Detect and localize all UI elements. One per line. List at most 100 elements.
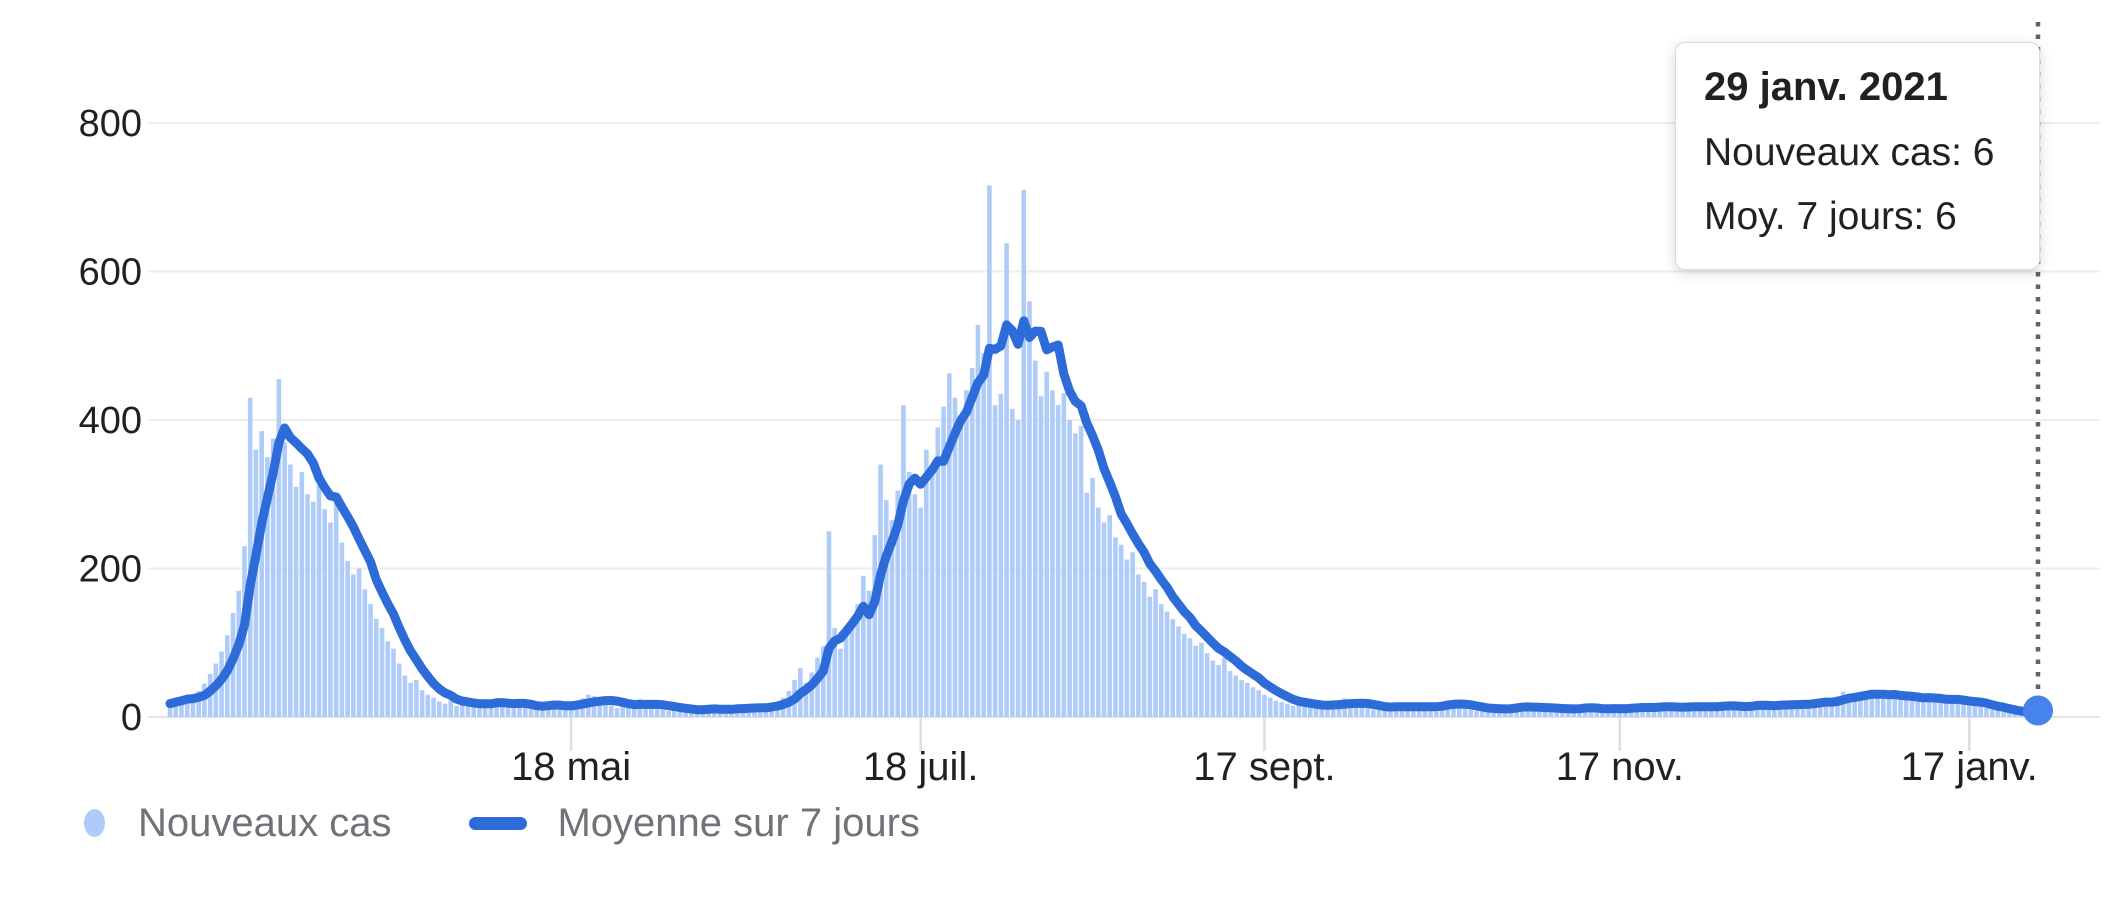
bar-day-183[interactable] [1216,665,1221,717]
bar-day-263[interactable] [1674,708,1680,717]
bar-day-282[interactable] [1783,703,1789,717]
bar-day-36[interactable] [373,618,379,717]
bar-day-175[interactable] [1170,618,1176,717]
bar-day-160[interactable] [1084,492,1090,717]
bar-day-39[interactable] [391,648,396,717]
bar-day-208[interactable] [1359,706,1365,717]
bar-day-203[interactable] [1330,703,1336,717]
bar-day-308[interactable] [1932,699,1938,717]
bar-day-304[interactable] [1909,697,1915,717]
bar-day-315[interactable] [1972,703,1978,717]
bar-day-40[interactable] [396,663,402,717]
bar-day-151[interactable] [1032,360,1038,717]
bar-day-218[interactable] [1416,708,1422,717]
bar-day-138[interactable] [958,418,964,717]
bar-day-84[interactable] [649,705,654,717]
bar-day-300[interactable] [1886,698,1892,717]
bar-day-259[interactable] [1651,708,1657,717]
bar-day-85[interactable] [654,708,660,717]
bar-day-64[interactable] [534,708,540,717]
bar-day-305[interactable] [1915,700,1920,717]
bar-day-30[interactable] [339,542,345,717]
bar-day-230[interactable] [1485,708,1491,717]
bar-day-140[interactable] [969,368,975,717]
bar-day-248[interactable] [1588,708,1594,717]
bar-day-44[interactable] [419,690,425,717]
bar-day-32[interactable] [351,574,356,717]
bar-day-118[interactable] [843,635,849,717]
bar-day-288[interactable] [1817,700,1823,717]
bar-day-162[interactable] [1095,507,1101,717]
bar-day-135[interactable] [941,406,946,717]
bar-day-225[interactable] [1456,705,1462,717]
bar-day-257[interactable] [1640,708,1645,717]
bar-day-31[interactable] [345,561,350,717]
bar-day-115[interactable] [826,531,832,717]
bar-day-270[interactable] [1714,708,1720,717]
bar-day-52[interactable] [465,701,471,717]
bar-day-20[interactable] [282,442,287,717]
bar-day-299[interactable] [1880,691,1886,717]
bar-day-240[interactable] [1542,711,1548,717]
bar-day-199[interactable] [1307,705,1313,717]
bar-day-211[interactable] [1376,708,1382,717]
bar-day-98[interactable] [729,711,734,717]
bar-day-190[interactable] [1256,690,1262,717]
bar-day-90[interactable] [683,709,689,717]
bar-day-238[interactable] [1531,708,1537,717]
bar-day-143[interactable] [987,185,992,717]
bar-day-128[interactable] [901,405,906,717]
bar-day-241[interactable] [1548,709,1554,717]
bar-day-113[interactable] [815,657,820,717]
bar-day-216[interactable] [1405,708,1410,717]
bar-day-141[interactable] [975,324,981,717]
bar-day-2[interactable] [179,697,184,717]
bar-day-306[interactable] [1921,698,1926,717]
bar-day-147[interactable] [1010,408,1015,717]
bar-day-239[interactable] [1537,709,1542,717]
bar-day-134[interactable] [935,427,941,717]
bar-day-279[interactable] [1766,706,1771,717]
bar-day-155[interactable] [1055,405,1061,717]
bar-day-182[interactable] [1210,660,1216,717]
bar-day-321[interactable] [2007,711,2012,717]
bar-day-34[interactable] [362,589,368,717]
bar-day-53[interactable] [471,705,476,717]
bar-day-152[interactable] [1038,396,1044,717]
bar-day-159[interactable] [1078,425,1084,717]
bar-day-69[interactable] [563,708,568,717]
bar-day-86[interactable] [660,709,666,717]
bar-day-120[interactable] [855,604,860,717]
bar-day-42[interactable] [408,682,413,717]
bar-day-194[interactable] [1279,702,1284,717]
bar-day-104[interactable] [763,709,769,717]
bar-day-112[interactable] [809,672,815,717]
bar-day-176[interactable] [1176,626,1181,717]
bar-day-187[interactable] [1239,679,1244,717]
bar-day-67[interactable] [551,703,557,717]
bar-day-131[interactable] [918,507,923,717]
bar-day-153[interactable] [1044,371,1049,717]
bar-day-264[interactable] [1680,709,1686,717]
bar-day-314[interactable] [1966,702,1972,717]
bar-day-237[interactable] [1525,706,1531,717]
bar-day-192[interactable] [1267,697,1273,717]
bar-day-14[interactable] [247,397,253,717]
bar-day-57[interactable] [494,698,499,717]
bar-day-51[interactable] [459,703,465,717]
bar-day-91[interactable] [689,711,694,717]
bar-day-156[interactable] [1061,393,1067,717]
bar-day-322[interactable] [2012,712,2018,717]
bar-day-146[interactable] [1004,243,1009,717]
bar-day-71[interactable] [574,703,580,717]
bar-day-114[interactable] [820,646,826,717]
bar-day-195[interactable] [1285,703,1290,717]
bar-day-219[interactable] [1422,706,1428,717]
bar-day-60[interactable] [511,708,517,717]
bar-day-77[interactable] [608,705,614,717]
bar-day-56[interactable] [488,700,494,717]
bar-day-224[interactable] [1451,703,1456,717]
bar-day-126[interactable] [889,520,895,717]
bar-day-320[interactable] [2001,711,2006,717]
bar-day-164[interactable] [1107,515,1113,717]
